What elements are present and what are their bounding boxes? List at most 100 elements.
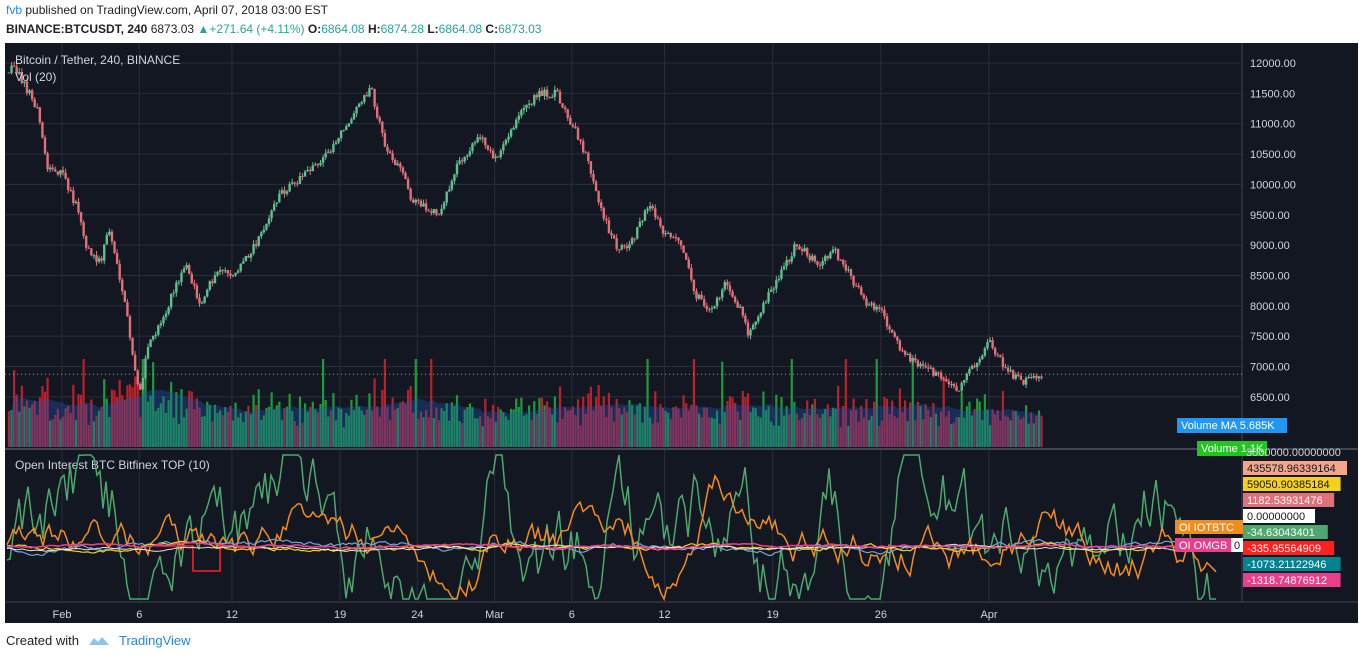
candle-body [278,193,281,203]
volume-bar [278,401,281,447]
candle-body [396,163,399,166]
volume-bar [468,403,471,447]
candle-body [180,272,183,282]
volume-bar [370,410,374,447]
volume-bar [1012,410,1015,447]
candle-body [211,281,214,284]
chart-area[interactable]: 12000.00 11500.00 11000.00 10500.00 10000.00… [5,43,1358,623]
volume-bar [816,414,819,447]
volume-bar [790,359,793,447]
chart-canvas[interactable]: 12000.00 11500.00 11000.00 10500.00 10000.00… [5,43,1358,623]
volume-bar [515,398,518,447]
author-link[interactable]: fvb [6,3,23,17]
candle-body [144,358,147,378]
volume-bar [46,377,49,447]
volume-bar [597,384,600,447]
volume-bar [710,417,714,447]
volume-bar [352,410,356,447]
volume-bar [419,411,423,447]
volume-bar [646,359,649,447]
candle-body [25,81,29,94]
volume-bar [180,389,183,447]
candle-body [960,382,963,391]
volume-bar [538,398,541,447]
candle-body [893,332,896,337]
volume-bar [891,400,894,447]
volume-bar [734,402,737,447]
candle-body [677,237,680,241]
candle-body [316,164,320,166]
volume-bar [504,416,508,447]
volume-bar [558,386,562,447]
candle-body [708,309,711,311]
volume-bar [849,410,853,447]
candle-body [229,273,232,276]
candle-body [834,248,837,250]
volume-bar [582,396,585,447]
candle-body [206,289,209,297]
candle-body [234,272,237,276]
candle-body [638,221,642,228]
candle-body [298,175,302,184]
candle-body [79,212,83,223]
up-triangle-icon: ▲ [197,22,210,36]
candle-body [473,142,477,144]
candle-body [23,81,26,83]
volume-bar [574,415,577,447]
candle-body [507,136,510,140]
volume-bar [656,422,659,447]
candle-body [847,269,850,271]
candle-body [146,347,150,359]
candle-body [28,90,31,94]
volume-bar [1022,416,1025,447]
volume-bar [968,401,971,447]
candle-body [991,340,994,349]
candle-body [795,244,799,247]
candle-body [527,103,531,105]
volume-bar [649,417,652,447]
candle-body [360,102,363,104]
volume-bar [322,359,325,447]
candle-body [664,233,667,235]
candle-body [643,210,647,221]
volume-bar [97,410,101,447]
candle-body [973,365,976,368]
candle-body [82,222,85,237]
volume-bar [564,407,567,447]
volume-bar [33,400,36,447]
candle-body [141,377,145,390]
candle-body [762,302,765,313]
candle-body [54,169,57,172]
candle-body [587,152,590,162]
volume-bar [360,410,363,447]
candle-body [705,306,708,310]
volume-bar [685,403,688,447]
volume-bar [103,379,106,447]
candle-body [260,232,263,237]
volume-bar [594,397,598,447]
volume-bar [461,423,464,447]
candle-body [383,133,387,147]
volume-bar [445,403,448,447]
candle-body [399,163,402,168]
volume-bar [703,407,706,447]
candle-body [450,180,454,190]
volume-bar [525,414,528,447]
volume-group [7,359,1043,447]
candle-body [43,137,47,154]
volume-bar [824,409,827,447]
candle-body [927,367,930,369]
volume-bar [641,422,644,447]
volume-bar [752,407,755,447]
price-tick-label: 9500.00 [1250,210,1290,222]
candle-body [504,139,508,145]
oi-axis-value: -1318.74876912 [1247,575,1327,587]
candle-body [1024,377,1028,385]
candle-body [404,172,407,180]
candle-body [844,264,848,271]
volume-bar [108,416,111,447]
tradingview-link[interactable]: TradingView [118,633,191,648]
volume-bar [777,425,780,447]
volume-bar [383,359,387,447]
candle-body [530,103,533,105]
